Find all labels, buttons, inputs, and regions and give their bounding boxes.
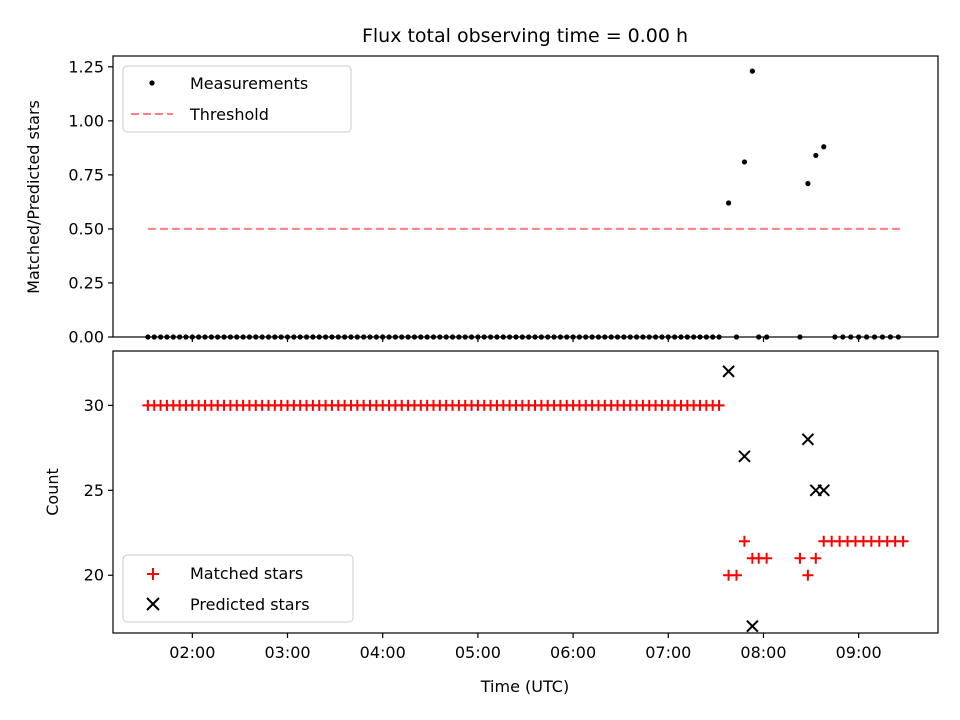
- legend-matched-label: Matched stars: [190, 564, 303, 583]
- bottom-legend: Matched stars Predicted stars: [122, 554, 354, 623]
- legend-matched-marker: [147, 568, 159, 580]
- top-axes-frame: [112, 55, 939, 338]
- predicted-star-point: [746, 619, 759, 633]
- top-ytick-label: 0.75: [68, 165, 104, 184]
- top-ytick-label: 1.00: [68, 111, 104, 130]
- bottom-xtick-label: 06:00: [550, 643, 596, 662]
- bottom-axes-marks: [142, 365, 909, 633]
- bottom-axes: 20 25 30 02:00 03:00 04:00 05:00 06:00 07:00 08:0…: [43, 350, 939, 696]
- legend-predicted-marker: [146, 597, 160, 611]
- bottom-axes-ticks: 20 25 30 02:00 03:00 04:00 05:00 06:00 07:00 08:0…: [84, 396, 882, 662]
- measurement-point: [813, 152, 819, 159]
- matched-star-point: [713, 399, 725, 411]
- matched-star-point: [810, 552, 822, 564]
- measurement-point: [741, 159, 748, 165]
- measurement-point: [821, 144, 827, 150]
- top-axes: 0.00 0.25 0.50 0.75 1.00 1.25 Matched/Predict…: [24, 55, 939, 347]
- predicted-star-point: [738, 450, 751, 463]
- predicted-star-point: [801, 433, 815, 446]
- top-axes-ticks: 0.00 0.25 0.50 0.75 1.00 1.25: [68, 57, 860, 347]
- top-ytick-label: 0.00: [68, 328, 104, 347]
- legend-predicted-label: Predicted stars: [190, 595, 310, 614]
- chart-title: Flux total observing time = 0.00 h: [362, 25, 688, 47]
- bottom-xtick-label: 07:00: [645, 643, 691, 662]
- top-ylabel: Matched/Predicted stars: [24, 100, 43, 294]
- legend-measurements-marker: [149, 80, 155, 86]
- measurement-point: [749, 68, 755, 74]
- bottom-xtick-label: 08:00: [740, 643, 786, 662]
- bottom-legend-box: [122, 554, 354, 623]
- measurement-point: [805, 180, 811, 187]
- matched-star-point: [738, 535, 750, 547]
- bottom-xtick-label: 09:00: [836, 643, 882, 662]
- top-legend-box: [122, 65, 352, 133]
- matched-star-point: [731, 569, 743, 581]
- top-legend: Measurements Threshold: [122, 65, 352, 133]
- predicted-star-point: [722, 365, 735, 378]
- legend-measurements-label: Measurements: [190, 74, 308, 93]
- top-ytick-label: 0.25: [68, 273, 104, 292]
- top-ytick-label: 1.25: [68, 57, 104, 76]
- bottom-xtick-label: 02:00: [169, 643, 215, 662]
- top-ytick-label: 0.50: [68, 219, 104, 238]
- bottom-axes-frame: [112, 350, 939, 634]
- measurement-point: [725, 200, 732, 206]
- bottom-ytick-label: 25: [84, 481, 104, 500]
- matched-star-point: [897, 535, 909, 547]
- matched-star-point: [794, 552, 806, 564]
- predicted-star-point: [817, 484, 830, 497]
- bottom-xlabel: Time (UTC): [480, 677, 569, 696]
- bottom-xtick-label: 03:00: [264, 643, 310, 662]
- legend-threshold-label: Threshold: [189, 105, 269, 124]
- bottom-ytick-label: 30: [84, 396, 104, 415]
- bottom-xtick-label: 05:00: [455, 643, 501, 662]
- bottom-ylabel: Count: [43, 468, 62, 516]
- matched-star-point: [761, 552, 773, 564]
- bottom-ytick-label: 20: [84, 566, 104, 585]
- bottom-xtick-label: 04:00: [360, 643, 406, 662]
- matched-star-point: [802, 569, 814, 581]
